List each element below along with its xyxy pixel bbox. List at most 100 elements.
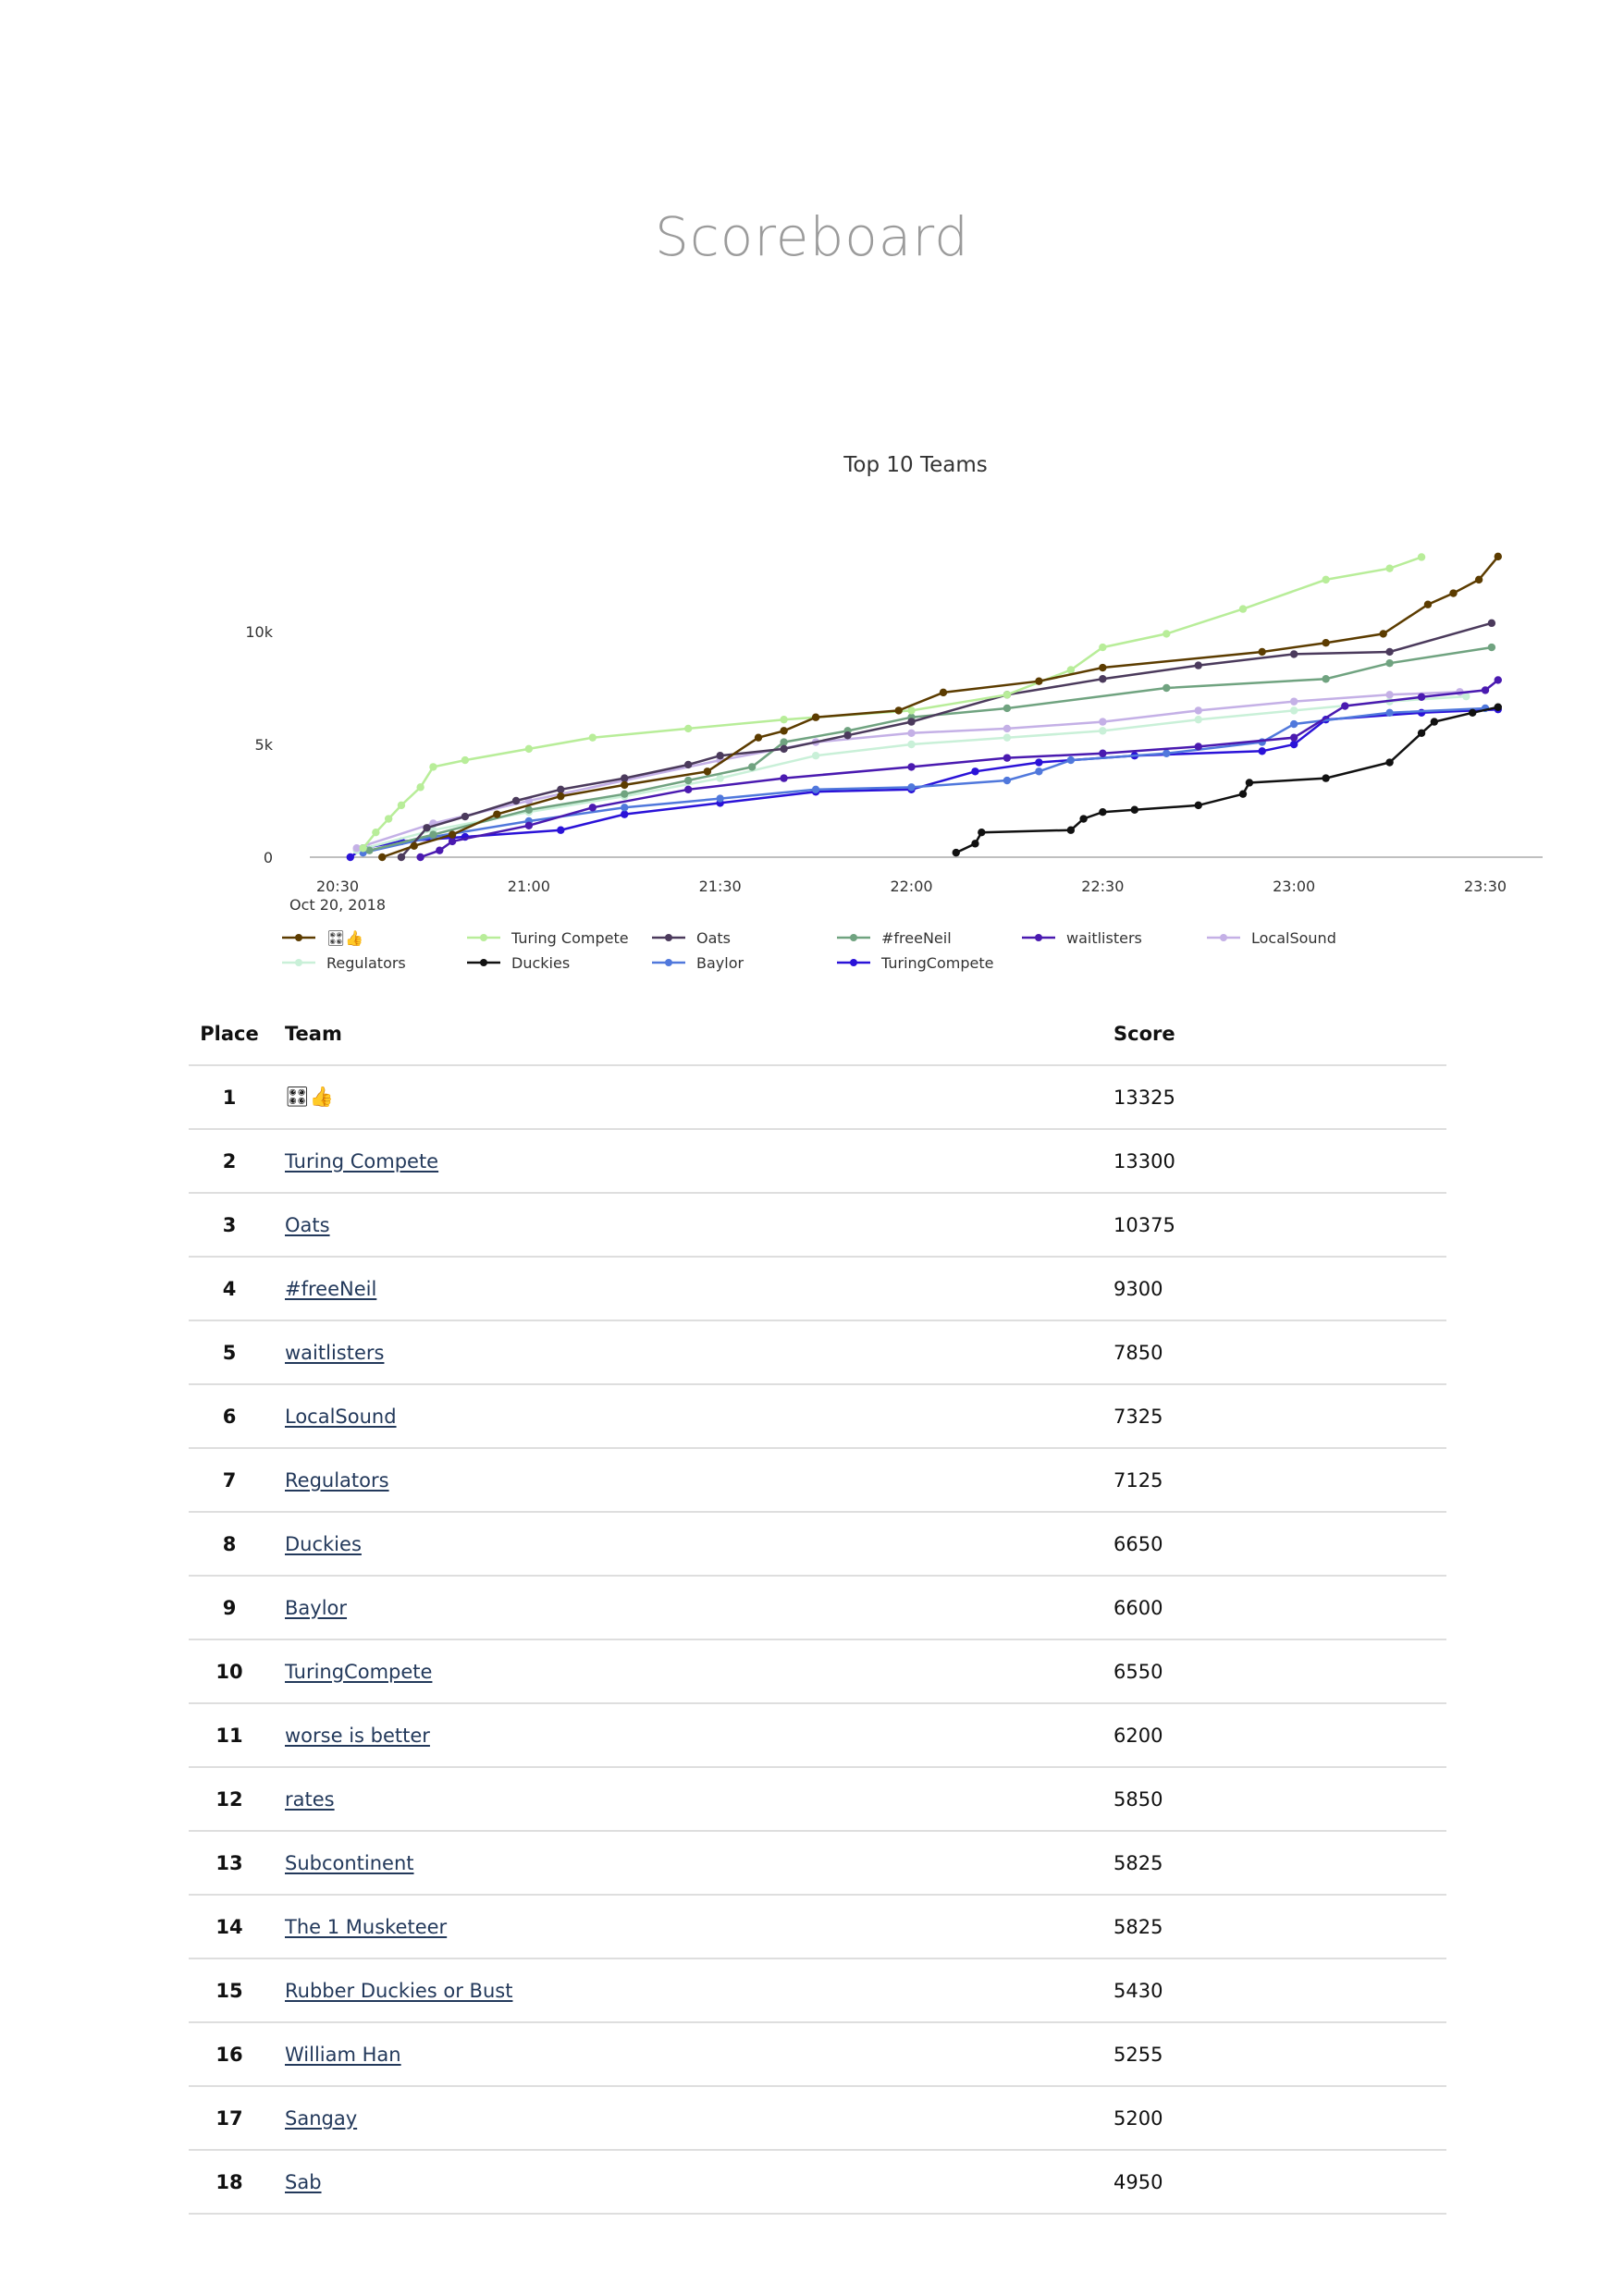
table-row: 18 Sab 4950 [189,2150,1446,2215]
team-link[interactable]: 🎛👍 [285,1086,334,1108]
data-point [811,785,820,793]
data-point [780,774,788,782]
x-tick-label: 23:30 [1464,878,1507,895]
data-point [907,783,916,792]
place-cell: 17 [189,2086,270,2151]
data-point [461,812,470,821]
team-cell: LocalSound [270,1384,1113,1449]
team-link[interactable]: Subcontinent [285,1851,414,1874]
team-link[interactable]: LocalSound [285,1405,397,1428]
scoreboard-rows: 1 🎛👍 13325 2 Turing Compete 13300 3 Oats 10375 4 #… [189,1065,1446,2215]
place-cell: 16 [189,2022,270,2087]
data-point [843,731,852,740]
x-tick-sublabel: Oct 20, 2018 [289,896,386,914]
data-point [780,727,788,735]
table-row: 15 Rubber Duckies or Bust 5430 [189,1958,1446,2023]
data-point [1099,675,1107,683]
team-link[interactable]: Oats [285,1213,330,1236]
chart-title: Top 10 Teams [843,453,987,477]
score-cell: 5825 [1113,1831,1446,1896]
score-cell: 13300 [1113,1129,1446,1194]
legend-label: waitlisters [1066,929,1142,947]
data-point [1417,553,1426,561]
data-point [683,724,693,733]
data-point [952,848,960,857]
data-point [621,774,629,782]
data-point [372,828,380,837]
data-point [1379,630,1387,638]
data-point [1238,605,1248,613]
data-point [1258,747,1266,755]
data-point [1194,715,1202,724]
score-cell: 10375 [1113,1193,1446,1258]
data-point [1099,643,1107,652]
data-point [754,733,763,742]
data-point [1003,754,1012,762]
place-cell: 12 [189,1767,270,1832]
team-cell: Regulators [270,1448,1113,1513]
x-tick-label: 22:30 [1081,878,1124,895]
data-point [416,783,424,792]
data-point [493,810,501,818]
data-point [1066,666,1076,674]
legend-label: TuringCompete [880,954,993,972]
legend-label: #freeNeil [881,929,952,947]
team-link[interactable]: TuringCompete [285,1660,433,1683]
team-cell: 🎛👍 [270,1065,1113,1130]
team-cell: Oats [270,1193,1113,1258]
data-point [1462,692,1470,701]
team-link[interactable]: Duckies [285,1532,362,1555]
data-point [557,785,565,793]
team-cell: Sab [270,2150,1113,2215]
team-link[interactable]: Rubber Duckies or Bust [285,1979,513,2002]
table-row: 4 #freeNeil 9300 [189,1257,1446,1321]
data-point [621,804,629,812]
data-point [621,780,629,790]
data-point [780,715,788,724]
top-teams-chart: Top 10 Teams 0 5k 10k 20:30 21:00 21:30 22:00 22… [245,453,1543,972]
data-point [1341,702,1349,710]
team-link[interactable]: worse is better [285,1724,430,1747]
team-link[interactable]: Sab [285,2170,322,2193]
data-point [1035,767,1043,776]
data-point [811,752,820,760]
team-link[interactable]: Regulators [285,1468,389,1492]
data-point [448,837,457,846]
place-cell: 6 [189,1384,270,1449]
legend-label: Baylor [696,954,744,972]
data-point [1430,718,1439,726]
data-point [1494,676,1502,684]
team-cell: Subcontinent [270,1831,1113,1896]
data-point [1289,719,1298,729]
data-point [448,830,457,839]
place-cell: 7 [189,1448,270,1513]
data-point [397,853,406,862]
score-cell: 6200 [1113,1703,1446,1768]
team-link[interactable]: William Han [285,2043,401,2066]
data-point [524,805,534,814]
data-point [524,744,534,754]
score-cell: 5850 [1113,1767,1446,1832]
table-row: 1 🎛👍 13325 [189,1065,1446,1130]
data-point [1066,826,1076,834]
data-point [511,796,521,805]
team-link[interactable]: Baylor [285,1596,348,1619]
data-point [1289,706,1298,715]
team-link[interactable]: Sangay [285,2106,358,2130]
team-link[interactable]: Turing Compete [285,1149,439,1173]
data-point [971,840,979,848]
data-point [1289,733,1298,742]
team-link[interactable]: rates [285,1787,335,1811]
table-row: 11 worse is better 6200 [189,1703,1446,1768]
team-link[interactable]: waitlisters [285,1341,385,1364]
data-point [1163,749,1171,757]
data-point [1003,733,1012,742]
legend-marker [665,934,672,941]
data-point [1194,661,1202,669]
data-point [907,740,916,749]
data-point [907,763,916,771]
data-point [716,752,724,760]
team-link[interactable]: The 1 Musketeer [285,1915,448,1938]
table-row: 16 William Han 5255 [189,2022,1446,2087]
team-link[interactable]: #freeNeil [285,1277,377,1300]
